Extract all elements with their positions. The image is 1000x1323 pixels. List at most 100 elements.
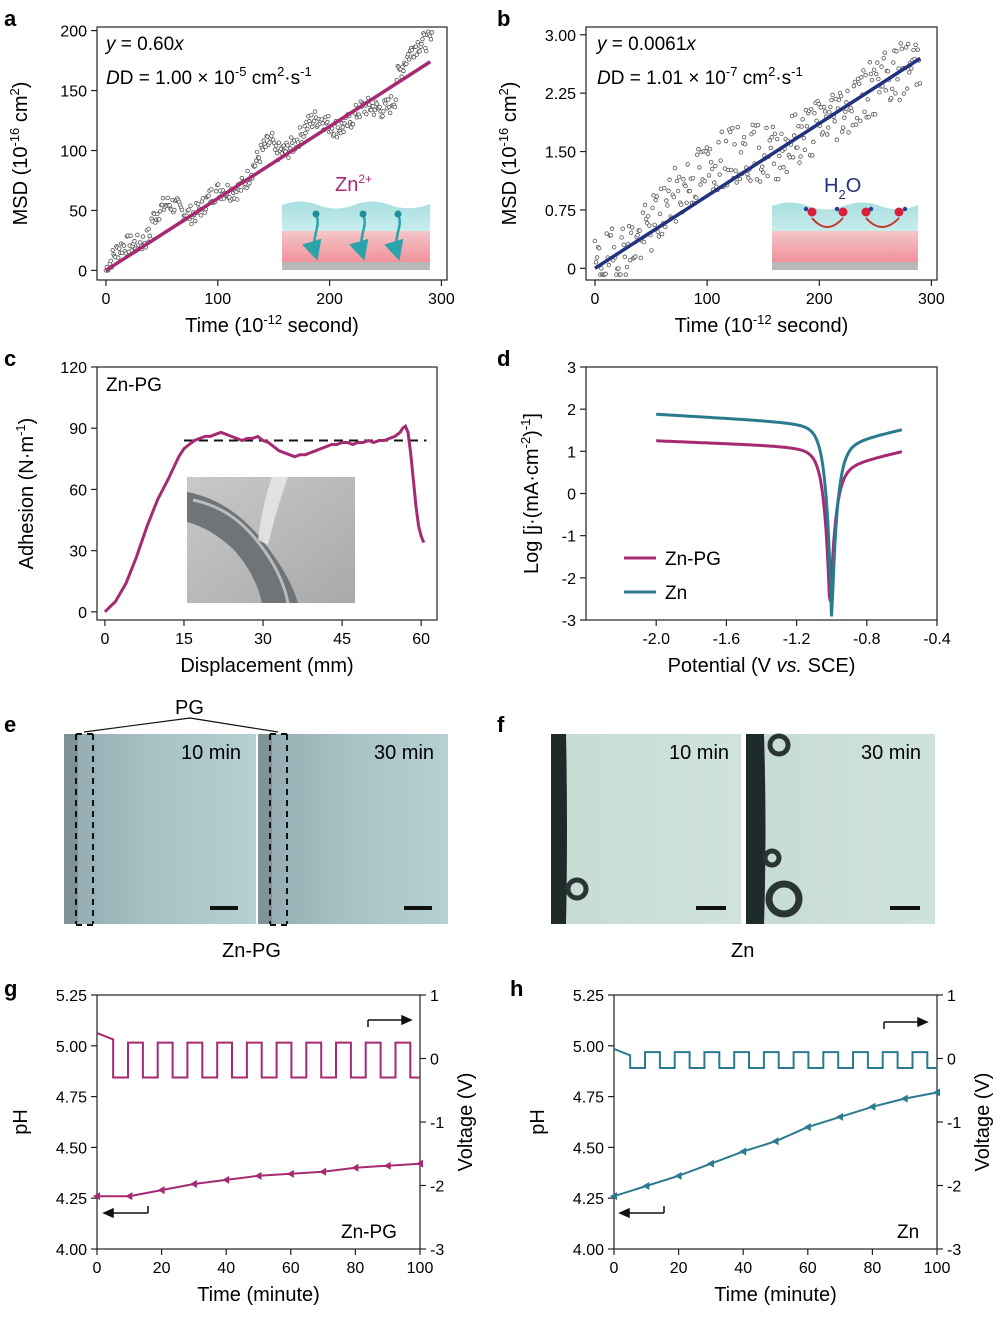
a-ytick-label: 200 xyxy=(60,24,87,41)
a-scatter-point xyxy=(401,68,406,74)
b-scatter-point xyxy=(846,130,851,135)
d-xtick-label: -1.2 xyxy=(783,631,811,648)
d-ytick-label: 1 xyxy=(567,444,576,461)
a-frame xyxy=(96,26,448,281)
a-scatter-point xyxy=(267,140,272,145)
b-scatter-point xyxy=(869,77,875,83)
h-ph-marker xyxy=(610,1192,617,1201)
b-scatter-point xyxy=(821,104,827,110)
a-scatter-point xyxy=(357,114,362,120)
b-scatter-point xyxy=(684,200,689,205)
b-scatter-point xyxy=(649,248,654,253)
b-scatter-point xyxy=(843,109,848,114)
a-equation: y = 0.60x xyxy=(104,34,185,55)
d-xtick-label: -0.4 xyxy=(923,631,951,648)
a-scatter-point xyxy=(233,189,239,195)
g-ph-marker xyxy=(222,1175,230,1184)
b-scatter-point xyxy=(664,198,669,203)
a-scatter-point xyxy=(276,140,282,145)
g-y2tick-label: 0 xyxy=(430,1052,439,1069)
b-scatter-point xyxy=(594,255,600,260)
c-axes: 0 15 30 45 60 0 30 60 90 120 Displacement (mm) Adhe… xyxy=(13,360,438,677)
g-xtick-label: 0 xyxy=(93,1260,102,1277)
b-scatter-point xyxy=(728,129,733,135)
b-frame xyxy=(585,26,938,281)
b-scatter-point xyxy=(882,50,887,55)
g-ph-marker xyxy=(351,1163,359,1172)
a-scatter-point xyxy=(377,104,382,110)
b-scatter-point xyxy=(883,88,889,93)
b-scatter-point xyxy=(861,68,866,73)
b-xtick-label: 200 xyxy=(806,291,833,308)
g-y2tick-label: -1 xyxy=(430,1115,444,1132)
g-ytick-label: 5.25 xyxy=(56,988,87,1005)
b-scatter-point xyxy=(742,141,748,147)
b-scatter-point xyxy=(653,198,658,203)
a-scatter-point xyxy=(257,159,263,164)
h-y2tick-label: -1 xyxy=(947,1115,961,1132)
a-scatter-point xyxy=(157,209,163,214)
b-scatter-point xyxy=(834,137,840,142)
a-scatter-point xyxy=(214,189,219,194)
b-scatter-point xyxy=(795,145,800,150)
b-scatter-point xyxy=(663,224,668,230)
b-scatter-point xyxy=(733,168,738,173)
a-scatter-point xyxy=(260,147,265,152)
b-scatter-point xyxy=(774,136,780,142)
a-scatter-point xyxy=(189,221,194,227)
e-pg-label: PG xyxy=(175,697,204,719)
a-scatter-point xyxy=(225,182,230,188)
a-ylabel: MSD (10-16 cm2) xyxy=(7,82,32,226)
b-scatter-point xyxy=(772,131,778,137)
h-xtick-label: 60 xyxy=(799,1260,817,1277)
b-scatter-point xyxy=(828,104,833,110)
h-ylabel: pH xyxy=(527,1109,549,1135)
b-scatter-point xyxy=(597,245,602,251)
b-scatter-point xyxy=(716,140,721,145)
b-scatter-point xyxy=(798,154,803,159)
g-ylabel: pH xyxy=(10,1109,32,1135)
a-scatter-point xyxy=(132,239,137,244)
b-scatter-point xyxy=(765,173,770,179)
g-ph-marker xyxy=(319,1167,327,1176)
b-scatter-point xyxy=(674,178,680,184)
b-scatter-point xyxy=(868,71,874,77)
b-scatter-point xyxy=(875,60,880,65)
panel-label-a: a xyxy=(4,6,17,31)
b-scatter-point xyxy=(666,188,671,194)
a-scatter-point xyxy=(392,104,398,110)
b-fit-line xyxy=(594,56,922,270)
c-xtick-label: 0 xyxy=(100,631,109,648)
b-scatter-point xyxy=(687,188,692,194)
a-scatter-point xyxy=(188,203,193,209)
b-scatter-point xyxy=(650,205,655,211)
b-scatter-point xyxy=(592,238,598,244)
h-ph-marker xyxy=(900,1094,908,1103)
b-scatter-point xyxy=(802,147,808,152)
b-scatter-point xyxy=(748,178,753,183)
a-scatter-point xyxy=(253,158,259,163)
h-axes: 0 20 40 60 80 100 4.00 4.25 4.50 4.75 5.00 5.25 Time… xyxy=(527,988,994,1306)
b-scatter-point xyxy=(675,188,681,194)
b-scatter-point xyxy=(905,41,911,47)
b-scatter-point xyxy=(885,69,891,74)
a-scatter-point xyxy=(234,197,240,202)
b-scatter-point xyxy=(812,111,817,116)
a-scatter-point xyxy=(116,255,121,260)
a-scatter-point xyxy=(335,125,341,130)
b-scatter-point xyxy=(599,266,604,271)
b-scatter-point xyxy=(608,233,614,238)
c-ylabel: Adhesion (N·m-1) xyxy=(13,418,38,570)
h-ph-trace xyxy=(613,1091,938,1198)
b-xtick-label: 300 xyxy=(918,291,945,308)
b-scatter-point xyxy=(830,92,835,98)
g-ytick-label: 4.50 xyxy=(56,1140,87,1157)
h-xtick-label: 0 xyxy=(610,1260,619,1277)
c-frame xyxy=(96,366,438,621)
b-scatter-point xyxy=(863,72,868,78)
a-scatter-point xyxy=(320,121,325,126)
b-scatter-point xyxy=(641,239,647,245)
b-ytick-label: 0.75 xyxy=(545,203,576,220)
b-scatter-point xyxy=(593,260,599,265)
a-scatter-point xyxy=(274,150,280,156)
